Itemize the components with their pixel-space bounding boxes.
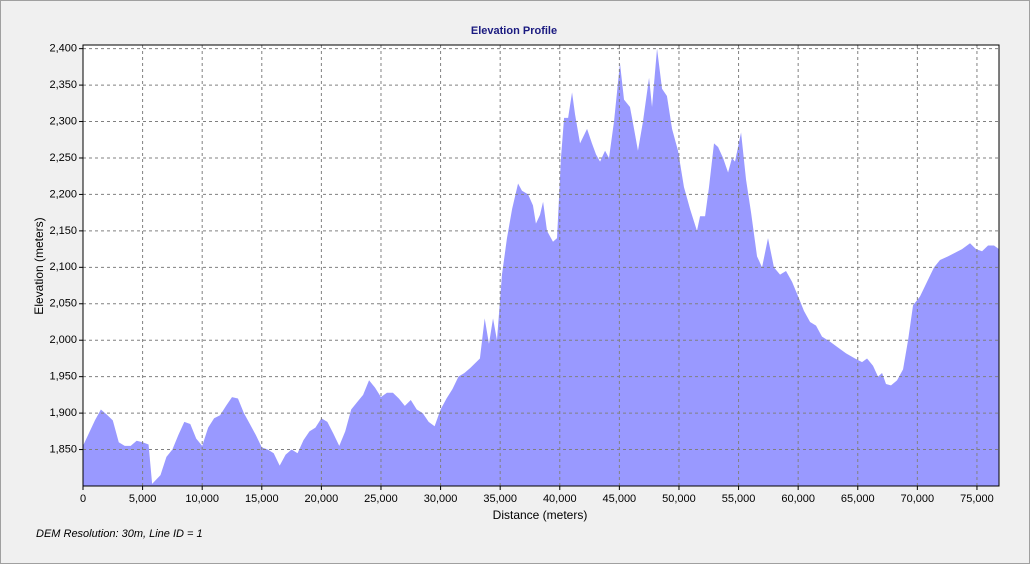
- x-axis-label: Distance (meters): [493, 508, 588, 522]
- x-tick-label: 70,000: [901, 493, 935, 505]
- x-tick-label: 40,000: [543, 493, 577, 505]
- y-tick-label: 1,900: [49, 407, 77, 419]
- x-tick-label: 25,000: [364, 493, 398, 505]
- x-tick-label: 35,000: [483, 493, 517, 505]
- y-tick-label: 2,200: [49, 188, 77, 200]
- y-tick-label: 2,150: [49, 225, 77, 237]
- y-tick-label: 2,000: [49, 334, 77, 346]
- x-tick-label: 5,000: [129, 493, 157, 505]
- chart-title: Elevation Profile: [471, 25, 557, 37]
- x-tick-label: 10,000: [185, 493, 219, 505]
- x-tick-label: 20,000: [305, 493, 339, 505]
- y-tick-label: 2,050: [49, 298, 77, 310]
- note: DEM Resolution: 30m, Line ID = 1: [36, 528, 203, 540]
- x-tick-label: 30,000: [424, 493, 458, 505]
- x-tick-label: 60,000: [781, 493, 815, 505]
- x-tick-label: 65,000: [841, 493, 875, 505]
- y-axis-label: Elevation (meters): [32, 217, 46, 314]
- y-tick-label: 1,950: [49, 371, 77, 383]
- y-tick-label: 2,100: [49, 261, 77, 273]
- y-tick-label: 1,850: [49, 443, 77, 455]
- plot-border: [82, 44, 1000, 487]
- x-tick-label: 50,000: [662, 493, 696, 505]
- y-tick-label: 2,300: [49, 115, 77, 127]
- x-tick-label: 55,000: [722, 493, 756, 505]
- x-tick-label: 45,000: [603, 493, 637, 505]
- y-tick-label: 2,400: [49, 43, 77, 55]
- y-tick-label: 2,350: [49, 79, 77, 91]
- y-tick-label: 2,250: [49, 152, 77, 164]
- x-tick-label: 15,000: [245, 493, 279, 505]
- x-tick-label: 75,000: [960, 493, 994, 505]
- x-tick-label: 0: [80, 493, 86, 505]
